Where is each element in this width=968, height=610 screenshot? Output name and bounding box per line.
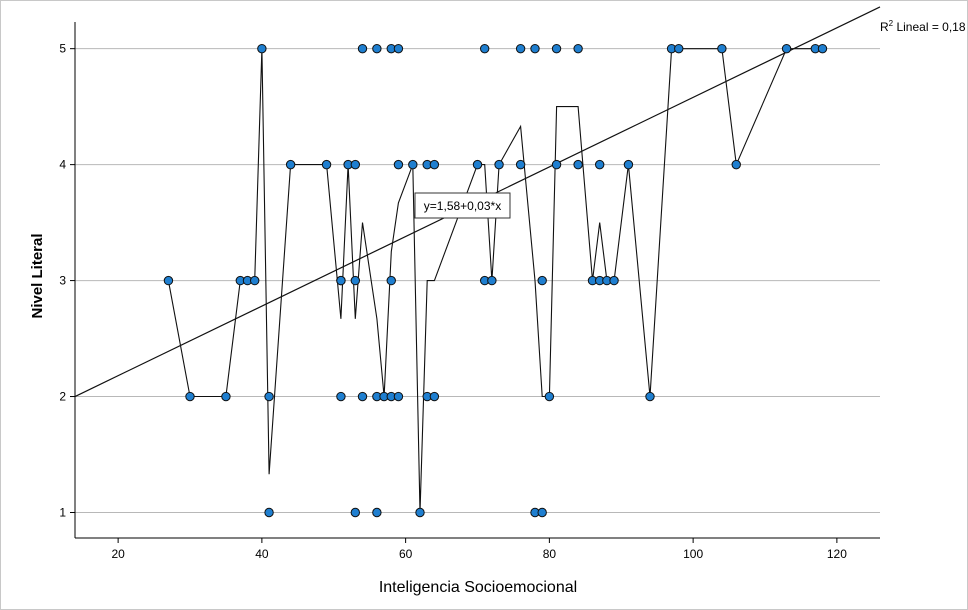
data-point bbox=[221, 391, 231, 402]
x-tick-label: 40 bbox=[255, 547, 269, 561]
data-point bbox=[257, 43, 267, 54]
data-point bbox=[817, 43, 828, 54]
data-point bbox=[674, 43, 684, 54]
data-point bbox=[494, 159, 504, 170]
data-point bbox=[781, 43, 792, 54]
data-point bbox=[415, 507, 425, 518]
data-point bbox=[537, 275, 547, 286]
data-point bbox=[609, 275, 619, 286]
data-point bbox=[594, 159, 605, 170]
data-point bbox=[537, 507, 547, 518]
data-point bbox=[393, 159, 404, 170]
x-tick-label: 120 bbox=[827, 547, 847, 561]
data-point bbox=[321, 159, 332, 170]
x-tick-label: 60 bbox=[399, 547, 413, 561]
data-point bbox=[357, 43, 368, 54]
data-point bbox=[544, 391, 555, 402]
data-point bbox=[717, 43, 727, 54]
data-point bbox=[285, 159, 296, 170]
data-point bbox=[429, 159, 440, 170]
data-point bbox=[372, 43, 382, 54]
data-point bbox=[350, 275, 361, 286]
data-point bbox=[357, 391, 368, 402]
data-point bbox=[479, 43, 490, 54]
y-tick-label: 4 bbox=[59, 158, 66, 172]
y-tick-label: 3 bbox=[59, 274, 66, 288]
data-point bbox=[393, 391, 404, 402]
data-point bbox=[573, 43, 583, 54]
data-point bbox=[163, 275, 174, 286]
fit-equation-label: y=1,58+0,03*x bbox=[424, 199, 501, 213]
data-point bbox=[185, 391, 195, 402]
y-tick-label: 1 bbox=[59, 505, 66, 519]
data-point bbox=[372, 507, 382, 518]
data-point bbox=[515, 159, 526, 170]
data-point bbox=[530, 43, 540, 54]
data-point bbox=[336, 391, 346, 402]
data-point bbox=[645, 391, 655, 402]
data-point bbox=[515, 43, 526, 54]
data-point bbox=[551, 43, 562, 54]
data-point bbox=[731, 159, 741, 170]
data-point bbox=[472, 159, 483, 170]
labels-layer: Inteligencia Socioemocional Nivel Litera… bbox=[29, 19, 966, 596]
axes-layer: 1 2 3 4 5 20 40 60 80 100 120 bbox=[59, 22, 880, 561]
data-point bbox=[386, 275, 396, 286]
r-squared-label: R2 Lineal = 0,18 bbox=[880, 19, 966, 34]
data-point bbox=[551, 159, 562, 170]
data-point bbox=[264, 391, 274, 402]
fit-equation-background bbox=[414, 192, 511, 219]
data-point bbox=[408, 159, 418, 170]
data-point bbox=[487, 275, 497, 286]
y-tick-label: 2 bbox=[59, 390, 66, 404]
data-point bbox=[350, 159, 361, 170]
x-tick-label: 100 bbox=[683, 547, 703, 561]
data-point bbox=[264, 507, 274, 518]
points-layer bbox=[163, 43, 828, 518]
x-tick-label: 20 bbox=[111, 547, 125, 561]
fit-equation-box: y=1,58+0,03*x bbox=[414, 192, 511, 219]
data-point bbox=[393, 43, 404, 54]
data-point bbox=[336, 275, 346, 286]
x-axis-title: Inteligencia Socioemocional bbox=[379, 579, 577, 596]
data-point bbox=[429, 391, 440, 402]
y-axis-title: Nivel Literal bbox=[29, 233, 46, 318]
data-point bbox=[573, 159, 583, 170]
data-point bbox=[350, 507, 361, 518]
data-point bbox=[249, 275, 260, 286]
x-tick-label: 80 bbox=[543, 547, 557, 561]
data-point bbox=[623, 159, 634, 170]
y-tick-label: 5 bbox=[59, 42, 66, 56]
